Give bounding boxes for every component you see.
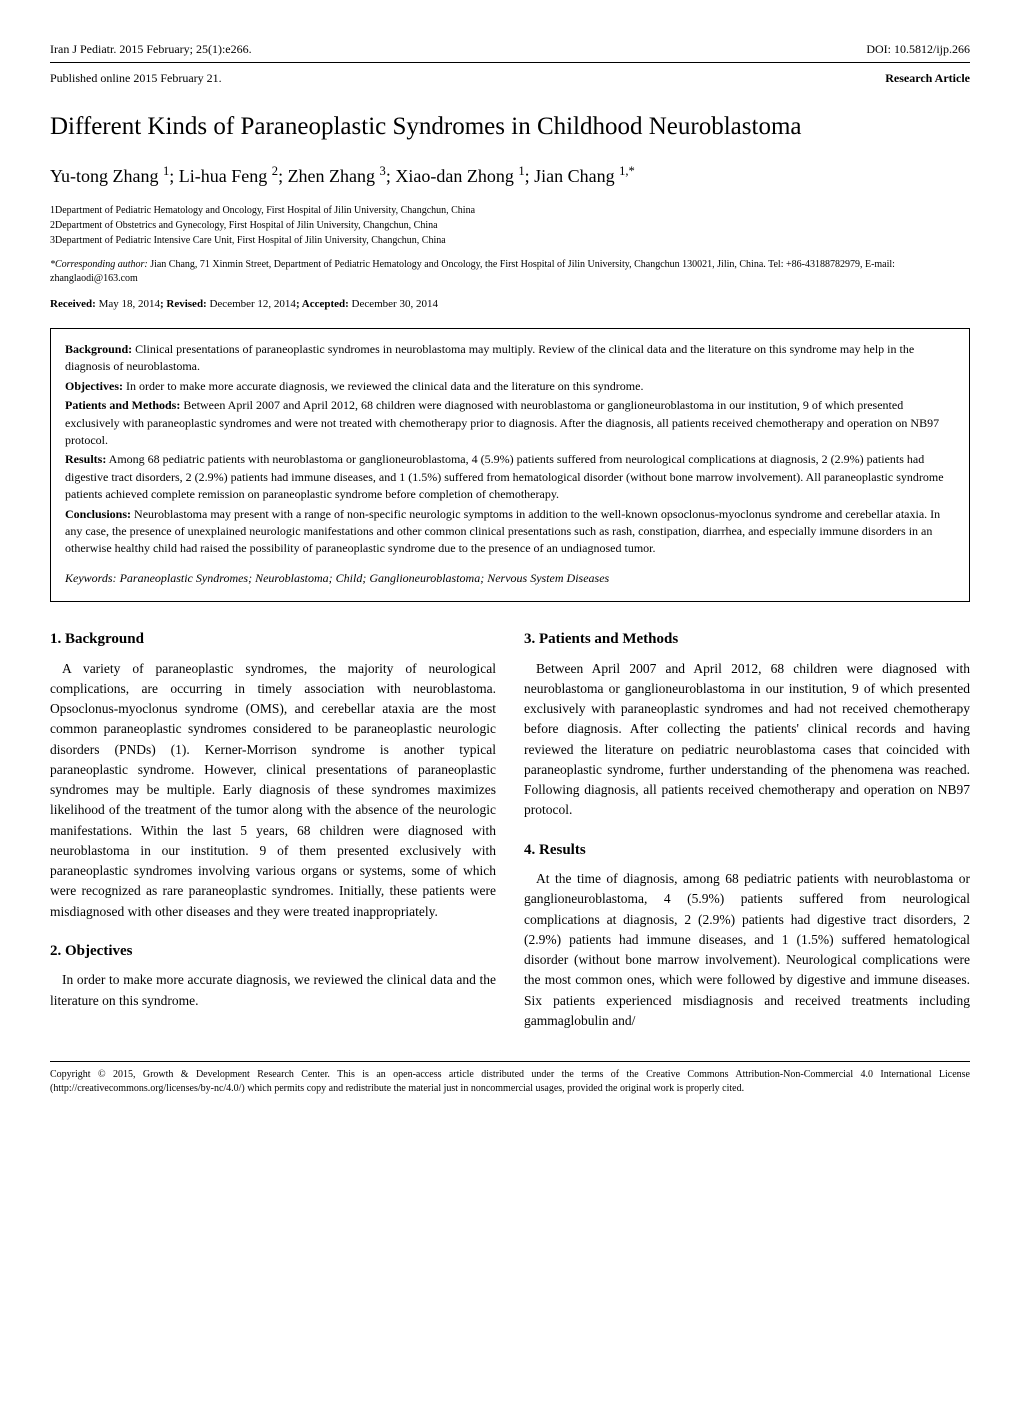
affiliation-1: 1Department of Pediatric Hematology and … — [50, 204, 970, 218]
received-date: May 18, 2014 — [96, 298, 160, 310]
journal-citation: Iran J Pediatr. 2015 February; 25(1):e26… — [50, 40, 252, 58]
abstract-background: Background: Clinical presentations of pa… — [65, 341, 955, 376]
abstract-results: Results: Among 68 pediatric patients wit… — [65, 451, 955, 503]
affiliations: 1Department of Pediatric Hematology and … — [50, 204, 970, 248]
section-body-patients: Between April 2007 and April 2012, 68 ch… — [524, 659, 970, 821]
abstract-objectives: Objectives: In order to make more accura… — [65, 378, 955, 395]
corresponding-text: Jian Chang, 71 Xinmin Street, Department… — [50, 259, 895, 284]
copyright-notice: Copyright © 2015, Growth & Development R… — [50, 1068, 970, 1096]
corresponding-author: *Corresponding author: Jian Chang, 71 Xi… — [50, 258, 970, 286]
abstract-conclusions: Conclusions: Neuroblastoma may present w… — [65, 506, 955, 558]
revised-label: ; Revised: — [160, 298, 207, 310]
left-column: 1. Background A variety of paraneoplasti… — [50, 624, 496, 1037]
article-title: Different Kinds of Paraneoplastic Syndro… — [50, 111, 970, 144]
abstract-keywords: Keywords: Paraneoplastic Syndromes; Neur… — [65, 570, 955, 587]
section-body-results: At the time of diagnosis, among 68 pedia… — [524, 869, 970, 1031]
published-date: Published online 2015 February 21. — [50, 69, 222, 87]
publication-bar: Published online 2015 February 21. Resea… — [50, 69, 970, 87]
journal-header: Iran J Pediatr. 2015 February; 25(1):e26… — [50, 40, 970, 63]
section-body-background: A variety of paraneoplastic syndromes, t… — [50, 659, 496, 922]
corresponding-label: *Corresponding author: — [50, 259, 148, 270]
article-dates: Received: May 18, 2014; Revised: Decembe… — [50, 296, 970, 313]
article-type: Research Article — [885, 69, 970, 87]
footer-rule: Copyright © 2015, Growth & Development R… — [50, 1061, 970, 1096]
right-column: 3. Patients and Methods Between April 20… — [524, 624, 970, 1037]
doi: DOI: 10.5812/ijp.266 — [866, 40, 970, 58]
body-columns: 1. Background A variety of paraneoplasti… — [50, 624, 970, 1037]
affiliation-3: 3Department of Pediatric Intensive Care … — [50, 234, 970, 248]
accepted-label: ; Accepted: — [296, 298, 349, 310]
accepted-date: December 30, 2014 — [349, 298, 438, 310]
affiliation-2: 2Department of Obstetrics and Gynecology… — [50, 219, 970, 233]
received-label: Received: — [50, 298, 96, 310]
abstract-patients-methods: Patients and Methods: Between April 2007… — [65, 397, 955, 449]
abstract-box: Background: Clinical presentations of pa… — [50, 328, 970, 602]
section-body-objectives: In order to make more accurate diagnosis… — [50, 970, 496, 1011]
section-heading-patients: 3. Patients and Methods — [524, 628, 970, 651]
section-heading-results: 4. Results — [524, 839, 970, 862]
section-heading-objectives: 2. Objectives — [50, 940, 496, 963]
section-heading-background: 1. Background — [50, 628, 496, 651]
revised-date: December 12, 2014 — [207, 298, 296, 310]
authors-line: Yu-tong Zhang 1; Li-hua Feng 2; Zhen Zha… — [50, 162, 970, 190]
